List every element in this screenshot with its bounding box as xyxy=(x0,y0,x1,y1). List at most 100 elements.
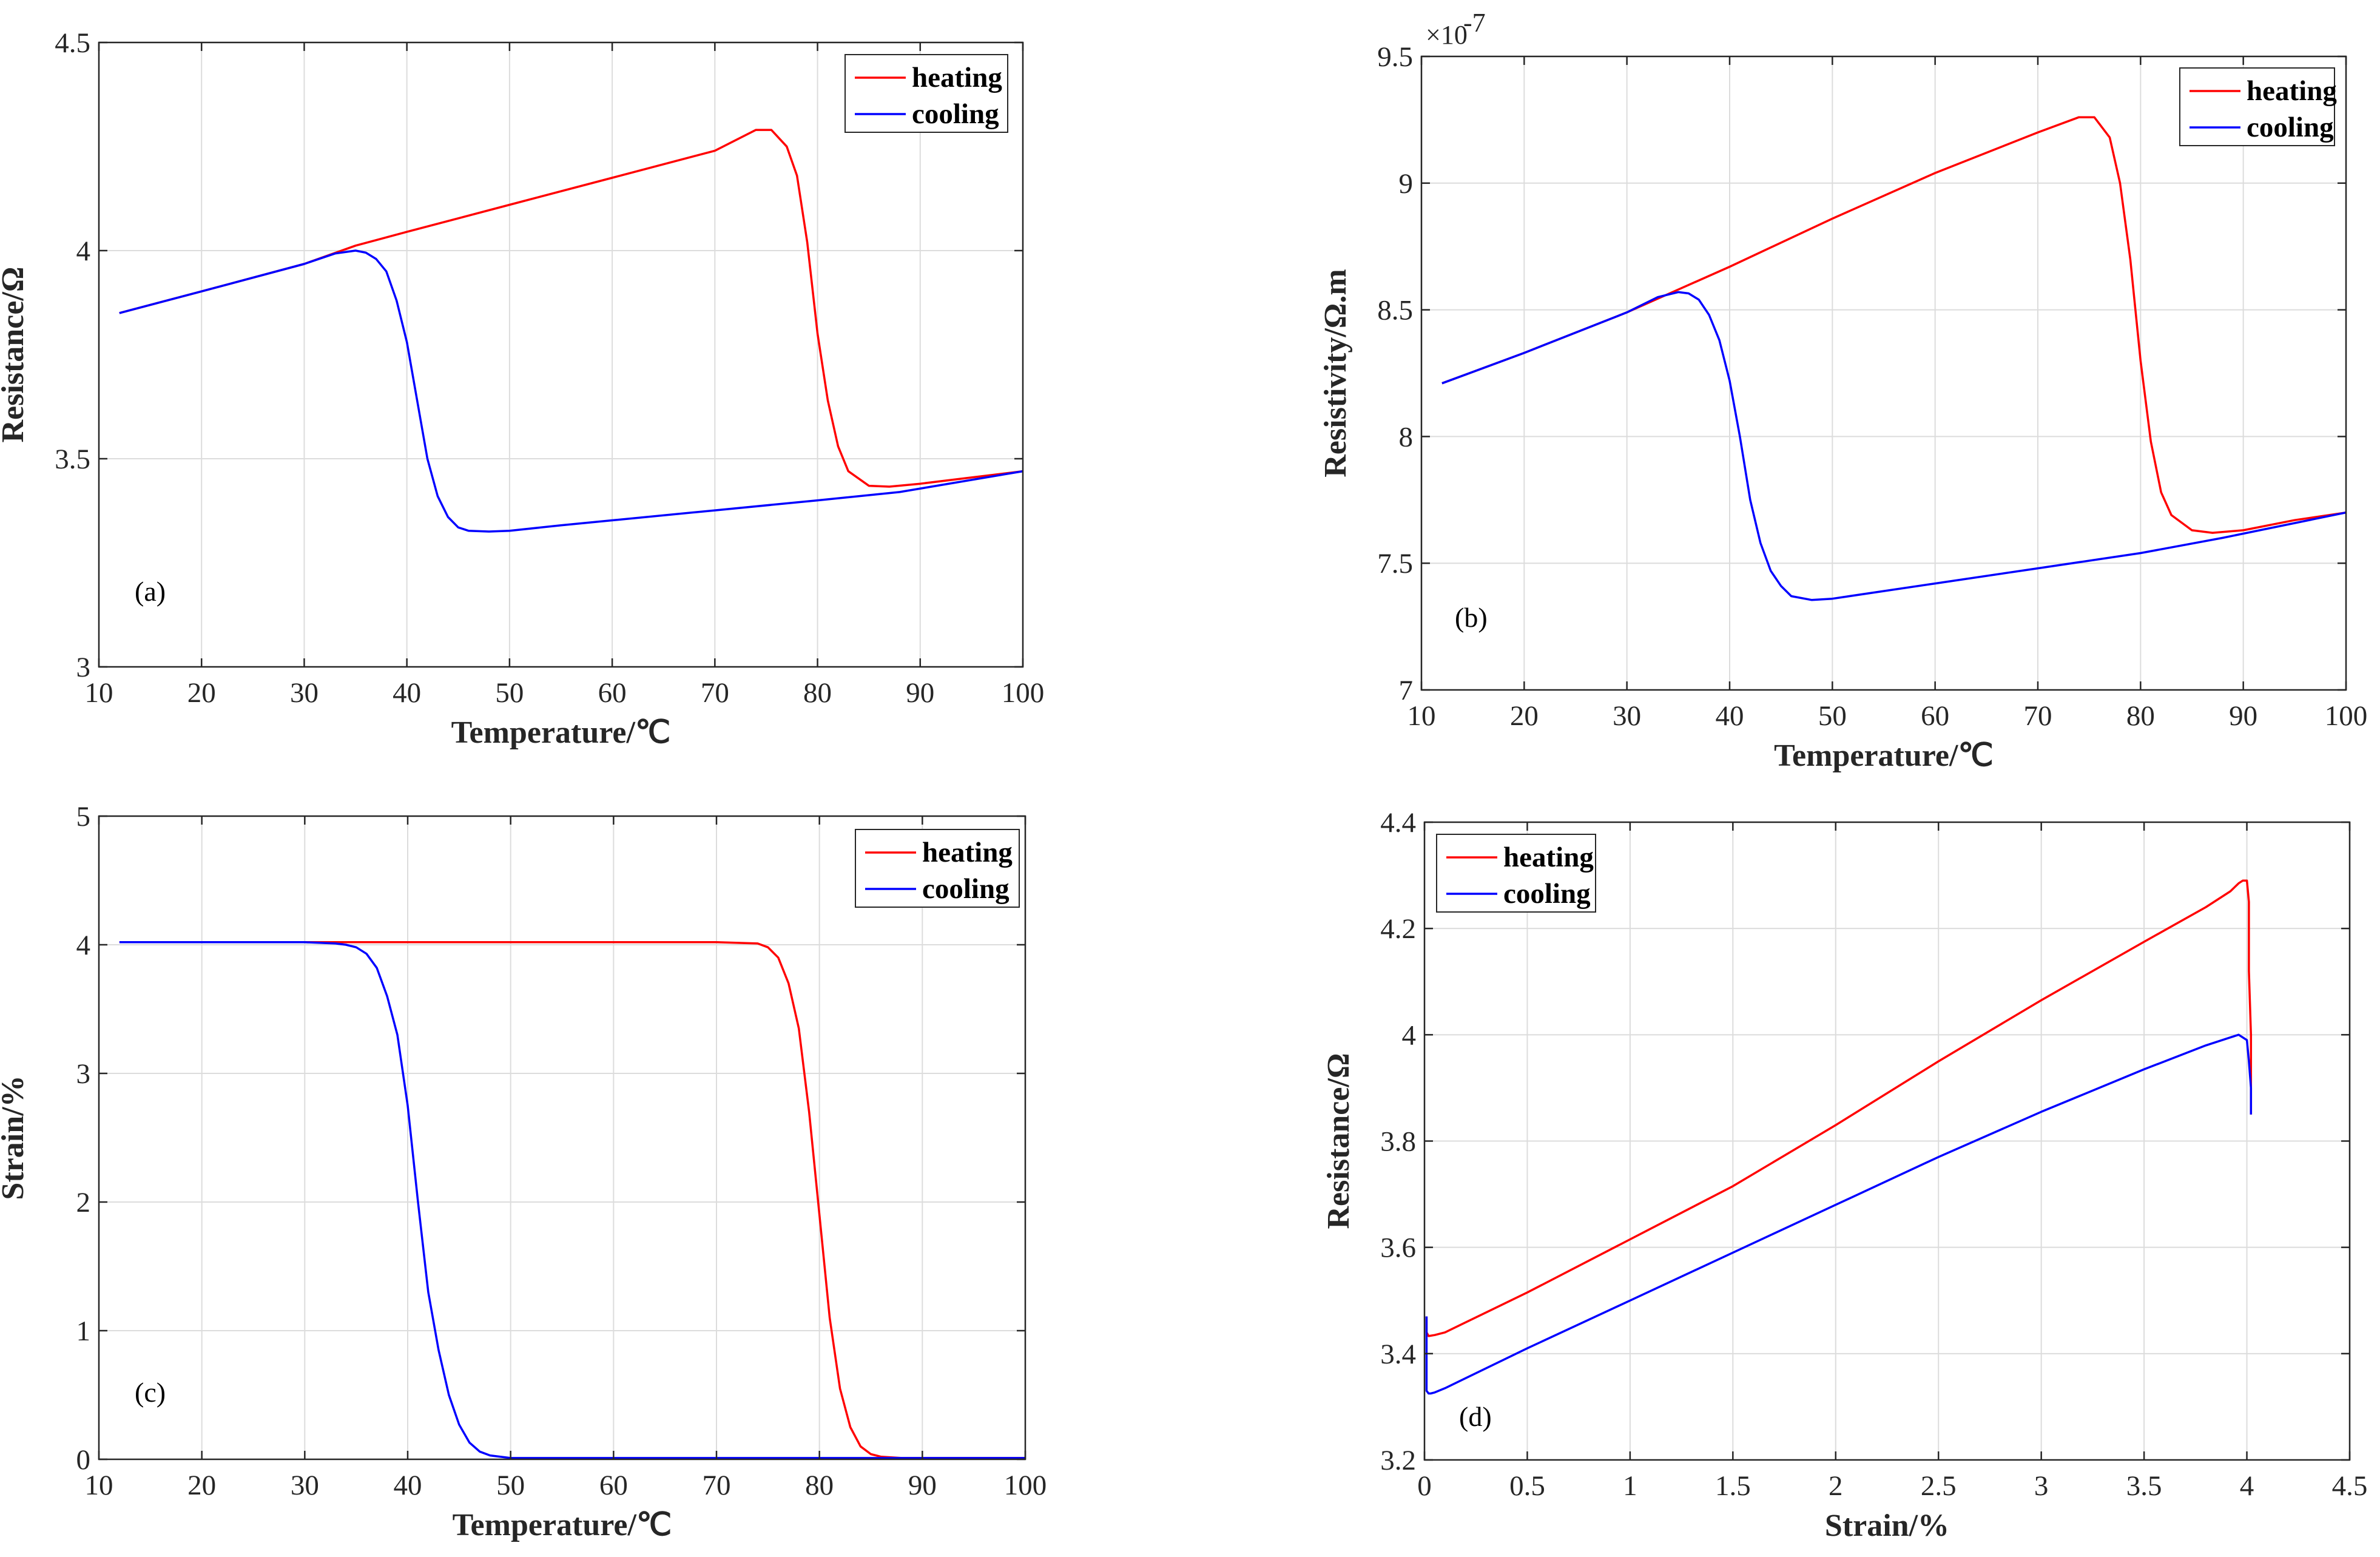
x-tick-label: 1 xyxy=(1623,1470,1637,1502)
y-tick-label: 3.5 xyxy=(55,444,90,475)
panel-label: (d) xyxy=(1459,1401,1492,1432)
y-axis-label: Strain/% xyxy=(0,1075,30,1200)
axes-box xyxy=(98,41,1024,668)
x-tick-label: 10 xyxy=(85,677,113,709)
legend-label-cooling: cooling xyxy=(912,98,999,130)
y-tick-label: 4 xyxy=(1402,1019,1417,1051)
x-tick-label: 4 xyxy=(2240,1470,2254,1502)
y-tick-label: 3.6 xyxy=(1380,1232,1416,1264)
x-tick-label: 90 xyxy=(906,677,934,709)
x-axis-label: Temperature/℃ xyxy=(1774,738,1994,773)
series-line-heating xyxy=(119,129,1023,488)
series-line-cooling xyxy=(119,249,1023,533)
x-tick-label: 50 xyxy=(495,677,524,709)
x-tick-label: 20 xyxy=(187,677,216,709)
x-tick-label: 50 xyxy=(1818,700,1847,732)
y-tick-label: 3.4 xyxy=(1380,1339,1416,1370)
x-axis-label: Temperature/℃ xyxy=(453,1508,672,1542)
x-tick-label: 70 xyxy=(703,1470,731,1501)
y-tick-label: 4.2 xyxy=(1380,913,1416,945)
y-tick-label: 7.5 xyxy=(1377,548,1413,579)
x-tick-label: 90 xyxy=(908,1470,937,1501)
x-tick-label: 30 xyxy=(290,677,319,709)
series-line-heating xyxy=(1425,879,2253,1337)
x-tick-label: 30 xyxy=(291,1470,319,1501)
axes-box xyxy=(1420,55,2347,691)
legend-label-heating: heating xyxy=(922,837,1013,868)
x-tick-label: 60 xyxy=(598,677,627,709)
y-tick-label: 8 xyxy=(1399,421,1414,453)
y-tick-label: 4.4 xyxy=(1380,807,1416,839)
x-tick-label: 50 xyxy=(496,1470,525,1501)
x-tick-label: 80 xyxy=(803,677,832,709)
y-axis-label: Resistance/Ω xyxy=(0,266,30,442)
y-tick-label: 4.5 xyxy=(55,27,90,59)
chart-panel-2: 10 20 30 40 50 60 70 80 90 100 7 7.5 8 8.5 9 9.5 Tempera… xyxy=(1318,8,2367,773)
legend-label-heating: heating xyxy=(912,62,1002,93)
x-tick-label: 20 xyxy=(1510,700,1539,732)
legend-label-cooling: cooling xyxy=(2247,112,2334,143)
axes-box xyxy=(98,815,1027,1461)
y-tick-label: 3 xyxy=(76,1058,91,1090)
chart-panel-4: 0 0.5 1 1.5 2 2.5 3 3.5 4 4.5 3.2 3.4 3.6 3.8 4 4.2 4.4 S… xyxy=(1321,807,2367,1543)
x-tick-label: 2 xyxy=(1829,1470,1843,1502)
y-axis-label: Resistivity/Ω.m xyxy=(1318,269,1353,477)
x-tick-label: 0.5 xyxy=(1509,1470,1545,1502)
y-tick-label: 8.5 xyxy=(1377,295,1413,326)
panel-label: (c) xyxy=(135,1377,166,1408)
legend: heating cooling xyxy=(844,54,1008,133)
x-tick-label: 100 xyxy=(1004,1470,1047,1501)
x-tick-label: 40 xyxy=(394,1470,422,1501)
legend-label-heating: heating xyxy=(2247,75,2337,107)
x-axis-label: Temperature/℃ xyxy=(451,715,671,750)
x-tick-label: 40 xyxy=(393,677,421,709)
y-tick-label: 0 xyxy=(76,1444,91,1476)
x-tick-label: 60 xyxy=(599,1470,628,1501)
x-tick-label: 60 xyxy=(1921,700,1949,732)
x-tick-label: 100 xyxy=(2325,700,2368,732)
x-tick-label: 3 xyxy=(2034,1470,2049,1502)
x-tick-label: 3.5 xyxy=(2126,1470,2162,1502)
legend-box xyxy=(1436,834,1596,913)
x-tick-label: 40 xyxy=(1716,700,1744,732)
legend: heating cooling xyxy=(2179,67,2337,146)
y-axis-label: Resistance/Ω xyxy=(1321,1053,1356,1229)
x-tick-label: 70 xyxy=(701,677,729,709)
legend-label-heating: heating xyxy=(1503,842,1594,873)
x-tick-label: 1.5 xyxy=(1715,1470,1751,1502)
x-tick-label: 10 xyxy=(85,1470,113,1501)
y-tick-label: 3 xyxy=(76,652,91,683)
legend-box xyxy=(844,54,1008,133)
y-axis-exponent: ×10 xyxy=(1426,20,1468,50)
legend-label-cooling: cooling xyxy=(922,873,1010,905)
series-line-cooling xyxy=(1441,291,2347,601)
series-line-heating xyxy=(1441,116,2347,534)
x-tick-label: 30 xyxy=(1613,700,1641,732)
x-tick-label: 10 xyxy=(1407,700,1436,732)
x-tick-label: 4.5 xyxy=(2332,1470,2368,1502)
chart-panel-3: 10 20 30 40 50 60 70 80 90 100 0 1 2 3 4 5 Temperature/℃… xyxy=(0,801,1047,1542)
y-tick-label: 4 xyxy=(76,235,91,267)
y-tick-label: 9 xyxy=(1399,168,1414,200)
y-axis-exponent-power: -7 xyxy=(1463,8,1486,38)
y-tick-label: 5 xyxy=(76,801,91,833)
panel-label: (b) xyxy=(1455,602,1488,633)
legend-box xyxy=(855,829,1020,908)
x-tick-label: 100 xyxy=(1002,677,1045,709)
series-line-cooling xyxy=(1425,1033,2253,1395)
y-tick-label: 1 xyxy=(76,1316,91,1347)
x-tick-label: 70 xyxy=(2024,700,2052,732)
x-tick-label: 80 xyxy=(805,1470,834,1501)
x-tick-label: 2.5 xyxy=(1921,1470,1957,1502)
legend-label-cooling: cooling xyxy=(1503,878,1591,910)
x-axis-label: Strain/% xyxy=(1825,1508,1949,1543)
y-tick-label: 4 xyxy=(76,930,91,961)
x-tick-label: 0 xyxy=(1417,1470,1432,1502)
legend-box xyxy=(2179,67,2335,146)
series-line-heating xyxy=(119,941,1025,1459)
x-tick-label: 90 xyxy=(2229,700,2257,732)
legend: heating cooling xyxy=(855,829,1020,908)
y-tick-label: 3.2 xyxy=(1380,1445,1416,1476)
x-tick-label: 20 xyxy=(187,1470,216,1501)
